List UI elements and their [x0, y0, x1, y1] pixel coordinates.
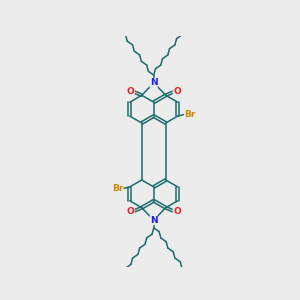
- Text: O: O: [127, 87, 134, 96]
- Text: N: N: [150, 216, 158, 225]
- Text: O: O: [127, 207, 134, 216]
- Text: Br: Br: [184, 110, 196, 119]
- Text: O: O: [173, 87, 181, 96]
- Text: O: O: [173, 207, 181, 216]
- Text: N: N: [150, 78, 158, 87]
- Text: Br: Br: [112, 184, 123, 193]
